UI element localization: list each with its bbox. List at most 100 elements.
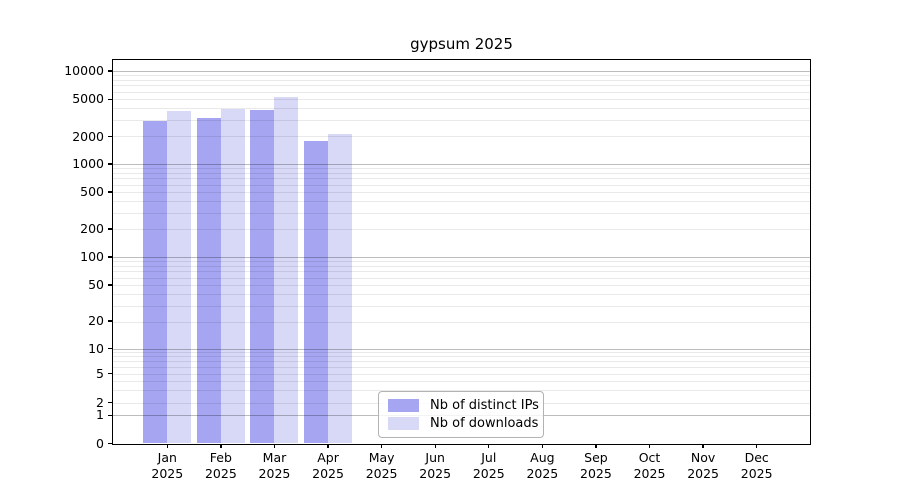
legend-item-distinct-ips: Nb of distinct IPs: [388, 398, 539, 413]
x-axis-tick-label: Aug 2025: [510, 450, 574, 481]
year-label: 2025: [312, 465, 344, 481]
x-axis-tick-label: Jan 2025: [135, 450, 199, 481]
y-axis-tick-label: 5000: [72, 91, 104, 107]
y-axis-tick: [107, 320, 112, 322]
gridline-minor: [113, 361, 810, 362]
x-axis-tick: [595, 443, 597, 448]
gridline-minor: [113, 294, 810, 295]
y-axis-tick: [107, 70, 112, 72]
y-axis-tick: [107, 256, 112, 258]
x-axis-tick-label: Dec 2025: [725, 450, 789, 481]
month-label: Sep: [584, 450, 608, 465]
x-axis-tick: [380, 443, 383, 448]
gridline-minor: [113, 352, 810, 353]
plot-area: [112, 59, 811, 445]
y-axis-tick-label: 2: [96, 394, 104, 410]
year-label: 2025: [204, 465, 237, 481]
gridline-minor: [113, 266, 810, 267]
chart-title: gypsum 2025: [410, 35, 513, 53]
y-axis-tick: [107, 98, 112, 101]
gridline-minor: [113, 356, 810, 357]
month-label: Mar: [262, 450, 287, 465]
legend-label-distinct-ips: Nb of distinct IPs: [430, 398, 539, 413]
gridline-minor: [113, 75, 810, 77]
y-axis-tick: [107, 442, 112, 445]
x-axis-tick: [327, 443, 329, 448]
x-axis-tick: [541, 443, 543, 448]
y-axis-tick-label: 10000: [64, 63, 104, 78]
y-axis-tick: [107, 284, 112, 286]
year-label: 2025: [365, 465, 398, 481]
y-axis-tick: [107, 135, 112, 138]
bar-distinct-ips-apr: [304, 141, 329, 444]
y-axis-tick: [107, 191, 112, 193]
month-label: May: [368, 450, 395, 465]
year-label: 2025: [526, 465, 559, 481]
month-label: Jan: [157, 450, 177, 465]
x-axis-tick-label: Mar 2025: [242, 450, 306, 481]
month-label: Oct: [638, 450, 661, 465]
legend-swatch-distinct-ips: [388, 399, 419, 412]
year-label: 2025: [258, 465, 291, 481]
x-axis-tick: [166, 443, 168, 448]
y-axis-tick-label: 0: [96, 435, 104, 451]
x-axis-tick-label: Sep 2025: [564, 450, 628, 481]
legend-swatch-downloads: [388, 417, 419, 430]
month-label: Feb: [209, 450, 232, 465]
month-label: Jun: [425, 450, 445, 465]
gridline-minor: [113, 184, 810, 186]
y-axis-tick: [107, 163, 112, 165]
gridline-minor: [113, 380, 810, 382]
gridline-minor: [113, 178, 810, 180]
x-axis-tick: [220, 443, 222, 448]
y-axis-tick-label: 50: [88, 276, 104, 292]
x-axis-tick-label: Nov 2025: [671, 450, 735, 481]
gridline-minor: [113, 119, 810, 121]
legend: Nb of distinct IPs Nb of downloads: [378, 391, 544, 438]
month-label: Apr: [317, 450, 339, 465]
gridline-minor: [113, 277, 810, 279]
bar-distinct-ips-jan: [143, 120, 168, 444]
x-axis-tick-label: Oct 2025: [618, 450, 682, 481]
x-axis-tick: [488, 443, 490, 448]
y-axis-tick-label: 1: [96, 407, 104, 423]
gridline-major: [113, 164, 810, 165]
gridline-minor: [113, 173, 810, 174]
gridline-minor: [113, 284, 810, 286]
gridline-minor: [113, 261, 810, 263]
bar-downloads-apr: [328, 134, 353, 444]
y-axis-tick-label: 200: [80, 220, 104, 236]
y-axis-tick-label: 10: [88, 340, 104, 356]
y-axis-tick-label: 500: [80, 183, 104, 199]
month-label: Nov: [690, 450, 716, 465]
gridline-minor: [113, 80, 810, 81]
year-label: 2025: [472, 465, 505, 481]
legend-label-downloads: Nb of downloads: [430, 416, 539, 431]
month-label: Dec: [744, 450, 769, 465]
y-axis-tick: [107, 414, 112, 416]
gridline-minor: [113, 367, 810, 368]
y-axis-tick: [107, 402, 112, 404]
x-axis-tick-label: Apr 2025: [296, 450, 360, 481]
year-label: 2025: [580, 465, 612, 481]
gridline-major: [113, 71, 810, 72]
gridline-minor: [113, 322, 810, 323]
bar-distinct-ips-feb: [196, 118, 221, 444]
y-axis-tick: [107, 372, 112, 375]
gridline-minor: [113, 191, 810, 193]
gridline-minor: [113, 108, 810, 109]
year-label: 2025: [687, 465, 719, 481]
y-axis-tick-label: 100: [80, 248, 104, 264]
x-axis-tick: [756, 443, 758, 448]
y-axis-tick-label: 20: [88, 312, 104, 328]
legend-item-downloads: Nb of downloads: [388, 416, 538, 431]
x-axis-tick-label: May 2025: [350, 450, 414, 481]
gridline-minor: [113, 390, 810, 391]
bar-downloads-mar: [274, 97, 299, 444]
y-axis-tick: [107, 228, 112, 230]
gridline-minor: [113, 373, 810, 375]
bar-downloads-jan: [167, 110, 192, 444]
y-axis-tick: [107, 347, 112, 350]
year-label: 2025: [419, 465, 452, 481]
